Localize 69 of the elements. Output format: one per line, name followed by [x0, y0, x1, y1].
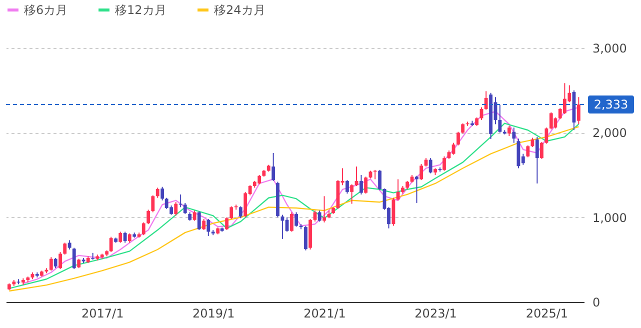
candlestick	[442, 156, 446, 172]
candlestick	[535, 136, 539, 184]
y-tick-label: 3,000	[592, 42, 627, 56]
x-tick-label: 2023/1	[414, 306, 457, 320]
candlestick	[415, 175, 418, 204]
candlestick	[151, 194, 155, 213]
candlestick	[183, 202, 187, 214]
candlestick	[49, 256, 53, 272]
candlestick	[420, 163, 423, 181]
candlestick	[544, 127, 548, 144]
candlestick	[72, 247, 76, 270]
candlestick	[346, 180, 349, 194]
y-tick-label: 0	[592, 296, 600, 310]
candlestick	[230, 206, 234, 220]
candlestick	[142, 222, 146, 236]
candlestick	[58, 252, 62, 270]
x-tick-label: 2017/1	[81, 306, 124, 320]
candlestick	[160, 186, 164, 201]
candlestick	[206, 218, 210, 236]
candlestick	[290, 212, 294, 232]
candlestick	[156, 187, 160, 198]
x-tick-label: 2021/1	[304, 306, 346, 320]
candlestick	[428, 158, 432, 174]
legend-label: 移6カ月	[24, 3, 68, 17]
candlestick	[456, 131, 460, 146]
candlestick	[202, 218, 206, 231]
candlestick	[350, 184, 354, 204]
candlestick	[554, 116, 558, 129]
candlestick	[68, 240, 72, 250]
candlestick	[322, 196, 326, 223]
legend-label: 移24カ月	[214, 3, 266, 17]
candlestick	[526, 144, 530, 158]
y-tick-label: 1,000	[592, 210, 627, 225]
candlestick	[530, 137, 534, 148]
candlestick	[512, 127, 516, 144]
candlestick	[123, 231, 127, 244]
candlestick	[174, 202, 178, 216]
candlestick	[146, 209, 150, 225]
candlestick	[378, 169, 382, 191]
candlestick	[540, 141, 544, 160]
candlestick	[238, 206, 242, 219]
candlestick	[549, 112, 553, 130]
candlestick	[576, 96, 580, 125]
candlestick	[498, 104, 502, 134]
candlestick	[318, 210, 322, 222]
candlestick	[63, 242, 67, 256]
candlestick	[452, 142, 456, 156]
candlestick	[225, 216, 228, 231]
candlestick	[197, 210, 201, 231]
x-tick-label: 2025/1	[526, 306, 568, 320]
candlestick	[294, 212, 298, 228]
candlestick	[109, 236, 113, 253]
legend-label: 移12カ月	[115, 3, 166, 17]
candlestick	[461, 122, 465, 134]
candlestick	[54, 257, 58, 269]
candlestick	[192, 210, 196, 222]
y-tick-label: 2,000	[592, 126, 627, 140]
candlestick	[272, 152, 276, 182]
candlestick	[304, 225, 308, 251]
candlestick	[118, 231, 122, 244]
x-tick-label: 2019/1	[192, 306, 235, 320]
candlestick	[128, 232, 132, 244]
candlestick	[364, 176, 368, 194]
candlestick	[77, 258, 81, 269]
candlestick	[360, 174, 363, 195]
candlestick	[480, 106, 484, 120]
candlestick	[484, 90, 488, 110]
ref-line-label: 2,333	[594, 97, 628, 112]
candlestick	[507, 125, 511, 137]
